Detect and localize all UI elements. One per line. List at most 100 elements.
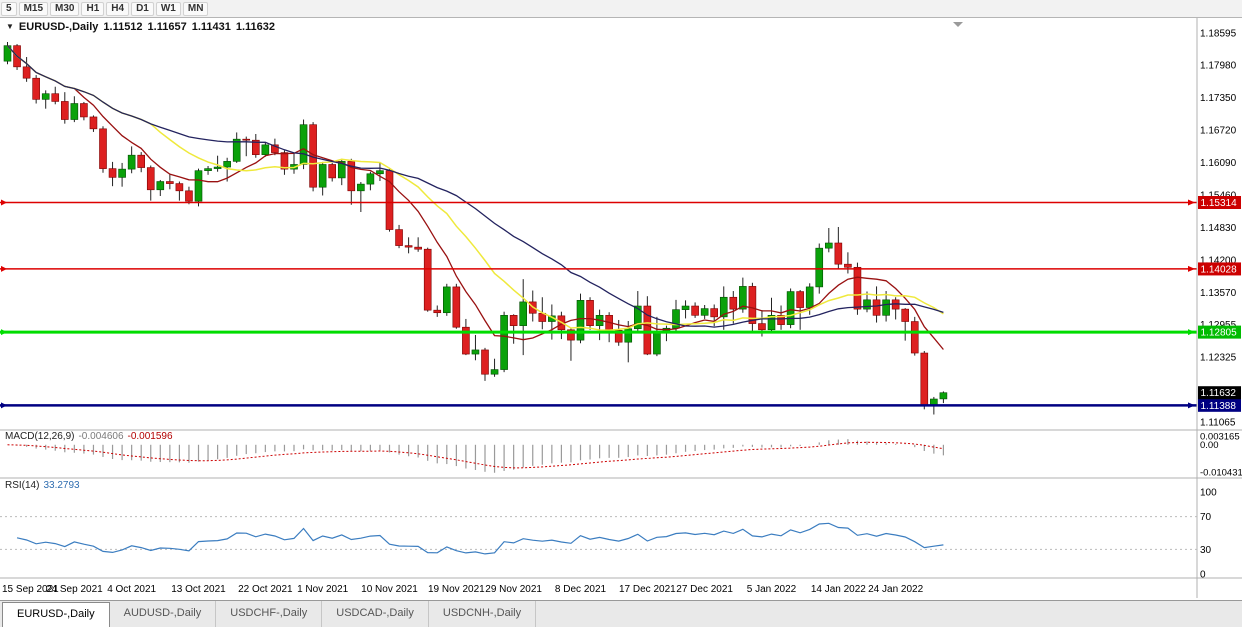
price-axis-label: 1.16090 [1200, 158, 1237, 169]
candle [882, 299, 890, 316]
price-axis-label: 1.17350 [1200, 93, 1237, 104]
hline-right-arrow [1188, 265, 1195, 272]
ohlc-low: 1.11431 [191, 21, 231, 33]
date-label: 24 Sep 2021 [46, 584, 103, 595]
tab-usdcnh-daily[interactable]: USDCNH-,Daily [429, 601, 537, 627]
candle [60, 101, 69, 120]
candle [901, 308, 910, 322]
candle [691, 305, 699, 316]
price-axis-label: 1.15460 [1200, 190, 1237, 201]
date-label: 10 Nov 2021 [361, 584, 418, 595]
candle [586, 300, 594, 326]
price-axis[interactable]: 1.18595 1.17980 1.17350 1.16720 1.16090 1.154… [1196, 18, 1241, 598]
moving-average-28 [7, 45, 944, 328]
candle [471, 349, 480, 355]
price-badge-label: 1.14028 [1201, 264, 1238, 275]
candle [481, 349, 489, 375]
candle [433, 309, 442, 314]
panel-separators [0, 429, 1242, 579]
candle [920, 352, 929, 407]
price-badge-label: 1.11388 [1201, 401, 1237, 412]
candle [567, 329, 575, 341]
tab-audusd-daily[interactable]: AUDUSD-,Daily [110, 601, 217, 627]
candle [32, 77, 40, 100]
candle [452, 286, 461, 328]
timeframe-h4[interactable]: H4 [106, 1, 130, 16]
candle [166, 181, 174, 184]
price-badge-label: 1.15314 [1201, 198, 1238, 209]
candle [739, 286, 747, 310]
timeframe-d1[interactable]: D1 [131, 1, 154, 16]
date-label: 14 Jan 2022 [811, 584, 866, 595]
price-badge [1198, 195, 1241, 209]
candle [118, 168, 126, 178]
chart-shift-marker-icon[interactable] [953, 22, 963, 27]
macd-label: MACD(12,26,9) [5, 431, 75, 442]
hline-left-arrow [1, 199, 7, 206]
candle [910, 321, 919, 354]
candle [89, 116, 98, 130]
candle [223, 161, 231, 168]
candle [299, 124, 308, 165]
rsi-value: 33.2793 [43, 480, 80, 491]
price-axis-label: 1.16720 [1200, 125, 1237, 136]
hline-left-arrow [1, 265, 7, 272]
chart-dropdown-icon[interactable]: ▼ [6, 22, 14, 31]
candle [853, 266, 862, 310]
candle [796, 291, 804, 308]
candle [777, 315, 785, 325]
candle [318, 164, 327, 188]
candle [185, 190, 193, 202]
candle [108, 168, 117, 178]
macd-axis-label: 0.003165 [1200, 431, 1240, 442]
hline-right-arrow [1188, 329, 1195, 336]
candle [815, 247, 824, 288]
macd-title: MACD(12,26,9) -0.004606 -0.001596 [5, 431, 173, 442]
timeframe-m15[interactable]: M15 [18, 1, 49, 16]
timeframe-h1[interactable]: H1 [81, 1, 105, 16]
candle [137, 154, 145, 168]
candle [146, 167, 155, 191]
candle [395, 229, 403, 246]
timeframe-m30[interactable]: M30 [50, 1, 80, 16]
moving-average-16 [6, 45, 944, 331]
tab-usdchf-daily[interactable]: USDCHF-,Daily [216, 601, 323, 627]
candle [509, 315, 518, 326]
date-label: 19 Nov 2021 [428, 584, 485, 595]
candle [404, 245, 413, 248]
date-label: 22 Oct 2021 [238, 584, 293, 595]
macd-axis-label: 0.00 [1200, 440, 1219, 451]
date-label: 1 Nov 2021 [297, 584, 349, 595]
candle [127, 154, 136, 170]
candle [194, 170, 203, 202]
candle [414, 246, 422, 250]
date-label: 15 Sep 2021 [2, 584, 59, 595]
ohlc-open: 1.11512 [103, 21, 143, 33]
candle [681, 305, 690, 310]
candle [767, 315, 776, 331]
rsi-title: RSI(14) 33.2793 [5, 480, 80, 491]
candle [261, 144, 270, 155]
hlines-layer [0, 199, 1197, 409]
price-axis-label: 1.13570 [1200, 288, 1237, 299]
tab-usdcad-daily[interactable]: USDCAD-,Daily [322, 601, 429, 627]
candle [633, 305, 642, 330]
moving-average-8 [7, 45, 944, 350]
candle [376, 170, 384, 175]
rsi-axis-label: 30 [1200, 545, 1212, 556]
macd-main-value: -0.004606 [78, 431, 124, 442]
timeframe-w1[interactable]: W1 [155, 1, 181, 16]
candles-layer [3, 42, 948, 415]
candle [500, 315, 508, 370]
timeframe-5[interactable]: 5 [1, 1, 17, 16]
candle [719, 296, 728, 318]
hline-right-arrow [1188, 402, 1195, 409]
timeframe-mn[interactable]: MN [182, 1, 209, 16]
candle [872, 299, 881, 316]
tab-eurusd-daily[interactable]: EURUSD-,Daily [2, 602, 110, 627]
candle [271, 144, 279, 153]
candle [805, 286, 814, 308]
